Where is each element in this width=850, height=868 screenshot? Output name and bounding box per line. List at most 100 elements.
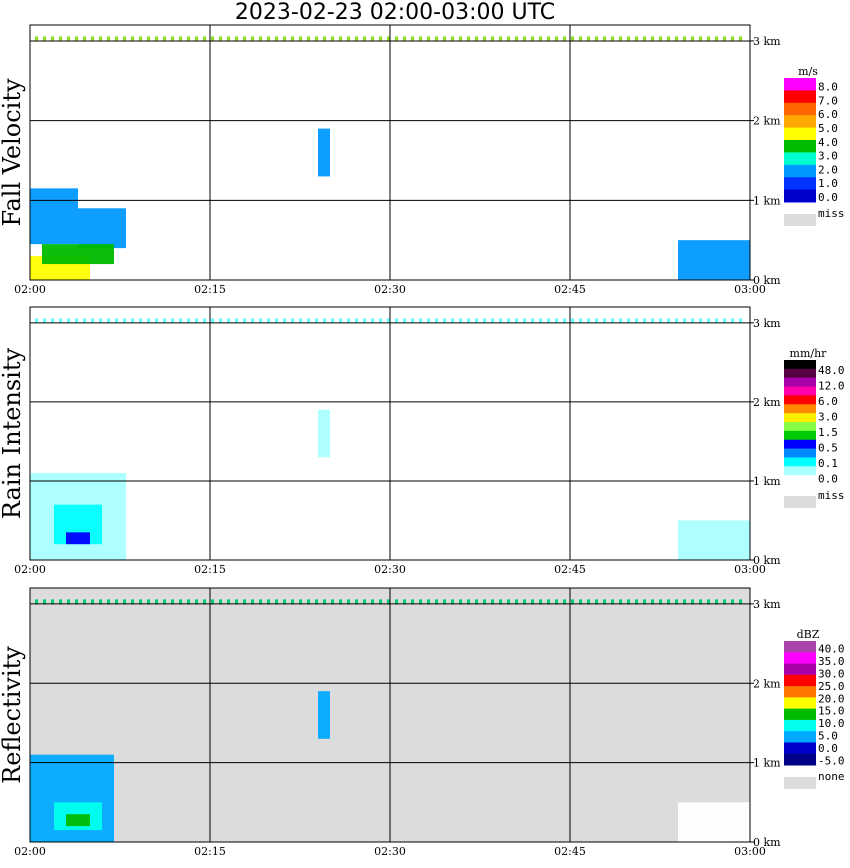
x-tick-label: 02:00 <box>14 563 46 576</box>
colorbar-label: 0.0 <box>818 742 838 755</box>
colorbar-unit: dBZ <box>797 628 820 641</box>
colorbar-swatch <box>784 189 816 203</box>
colorbar-swatch <box>784 115 816 129</box>
colorbar-swatch <box>784 448 816 458</box>
colorbar-swatch <box>784 731 816 743</box>
y-axis-label: Rain Intensity <box>0 348 26 520</box>
colorbar-swatch <box>784 164 816 178</box>
echo-region <box>678 802 750 842</box>
y-axis-label: Fall Velocity <box>0 78 26 227</box>
echo-region <box>318 409 330 458</box>
echo-region <box>78 208 126 249</box>
x-tick-label: 03:00 <box>734 563 766 576</box>
colorbar-label: 15.0 <box>818 705 845 718</box>
echo-region <box>318 691 330 739</box>
colorbar-swatch <box>784 652 816 665</box>
colorbar-miss-label: none <box>818 770 845 783</box>
colorbar-label: 48.0 <box>818 364 845 377</box>
x-tick-label: 03:00 <box>734 845 766 858</box>
colorbar-swatch <box>784 719 816 732</box>
y-tick-label: 0 km <box>753 836 781 849</box>
colorbar-swatch <box>784 466 816 476</box>
colorbar-miss-label: miss <box>818 489 845 502</box>
y-tick-label: 3 km <box>753 35 781 48</box>
colorbar-swatch <box>784 742 816 755</box>
colorbar-label: 5.0 <box>818 729 838 742</box>
echo-region <box>66 814 90 827</box>
panel-2: 02:00 02:15 02:30 02:45 03:000 km 1 km 2 km 3 k… <box>0 306 845 576</box>
y-tick-label: 2 km <box>753 115 781 128</box>
colorbar-swatch <box>784 78 816 91</box>
x-tick-label: 02:15 <box>194 283 226 296</box>
colorbar-swatch <box>784 368 816 379</box>
x-tick-label: 02:00 <box>14 845 46 858</box>
colorbar-swatch <box>784 413 816 423</box>
colorbar-miss-label: miss <box>818 207 845 220</box>
x-tick-label: 02:30 <box>374 563 406 576</box>
colorbar-swatch <box>784 102 816 116</box>
plot-frame <box>29 587 751 843</box>
colorbar-label: 40.0 <box>818 643 845 656</box>
colorbar-swatch <box>784 140 816 153</box>
panel-1: 02:00 02:15 02:30 02:45 03:000 km 1 km 2 km 3 k… <box>0 24 845 296</box>
echo-region <box>678 520 750 560</box>
colorbar-label: 0.0 <box>818 472 838 485</box>
colorbar-swatch <box>784 90 816 104</box>
y-tick-label: 3 km <box>753 317 781 330</box>
colorbar-miss-swatch <box>784 777 816 789</box>
colorbar-swatch <box>784 686 816 698</box>
x-tick-label: 02:45 <box>554 563 586 576</box>
chart-title: 2023-02-23 02:00-03:00 UTC <box>234 0 556 25</box>
echo-region <box>30 188 78 245</box>
colorbar-label: 3.0 <box>818 150 838 163</box>
colorbar-label: 0.0 <box>818 191 838 204</box>
colorbar-unit: m/s <box>798 65 818 78</box>
x-tick-label: 02:30 <box>374 845 406 858</box>
colorbar-swatch <box>784 395 816 405</box>
colorbar-swatch <box>784 708 816 721</box>
colorbar-label: 20.0 <box>818 692 845 705</box>
colorbar-swatch <box>784 753 816 766</box>
y-tick-label: 2 km <box>753 677 781 690</box>
panel-3: 02:00 02:15 02:30 02:45 03:000 km 1 km 2 km 3 k… <box>0 587 845 858</box>
colorbar-label: -5.0 <box>818 754 845 767</box>
colorbar-swatch <box>784 422 816 432</box>
colorbar-unit: mm/hr <box>790 347 828 360</box>
colorbar-label: 8.0 <box>818 81 838 94</box>
colorbar-swatch <box>784 360 816 370</box>
echo-region <box>318 128 330 177</box>
colorbar-label: 25.0 <box>818 680 845 693</box>
y-tick-label: 1 km <box>753 757 781 770</box>
colorbar-label: 6.0 <box>818 395 838 408</box>
colorbar-swatch <box>784 152 816 166</box>
colorbar-swatch <box>784 127 816 141</box>
colorbar-swatch <box>784 475 816 485</box>
colorbar-swatch <box>784 377 816 388</box>
x-tick-label: 02:45 <box>554 845 586 858</box>
colorbar-swatch <box>784 697 816 710</box>
colorbar-swatch <box>784 404 816 414</box>
y-tick-label: 2 km <box>753 396 781 409</box>
colorbar-miss-swatch <box>784 496 816 508</box>
colorbar-swatch <box>784 641 816 653</box>
echo-region <box>66 532 90 545</box>
colorbar-label: 12.0 <box>818 379 845 392</box>
x-tick-label: 02:15 <box>194 563 226 576</box>
colorbar-label: 2.0 <box>818 163 838 176</box>
y-tick-label: 1 km <box>753 194 781 207</box>
colorbar-label: 5.0 <box>818 122 838 135</box>
plot-frame <box>29 306 751 561</box>
y-tick-label: 0 km <box>753 554 781 567</box>
colorbar-label: 7.0 <box>818 94 838 107</box>
colorbar-label: 6.0 <box>818 108 838 121</box>
plot-frame <box>29 24 751 281</box>
colorbar-swatch <box>784 663 816 676</box>
colorbar-label: 3.0 <box>818 410 838 423</box>
colorbar-swatch <box>784 386 816 396</box>
colorbar-swatch <box>784 674 816 687</box>
x-tick-label: 02:30 <box>374 283 406 296</box>
y-axis-label: Reflectivity <box>0 646 26 784</box>
x-tick-label: 02:00 <box>14 283 46 296</box>
colorbar-label: 35.0 <box>818 655 845 668</box>
y-tick-label: 0 km <box>753 274 781 287</box>
